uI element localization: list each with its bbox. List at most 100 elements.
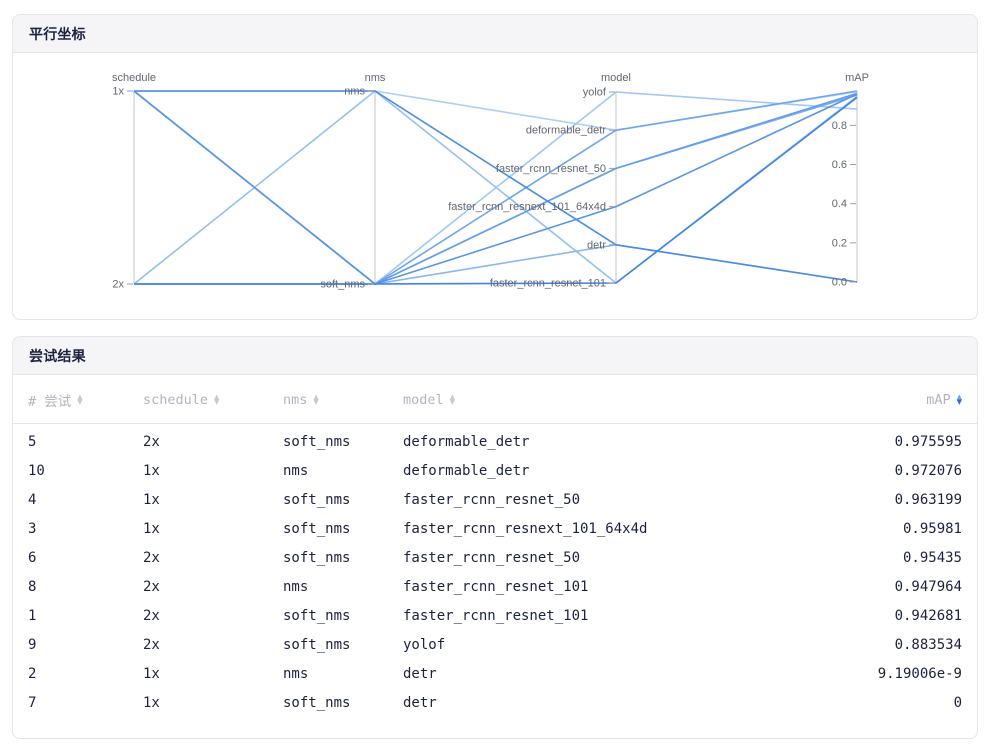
cell-nms: soft_nms (283, 521, 351, 537)
cell-schedule: 1x (143, 666, 160, 682)
cell-mAP: 0.972076 (894, 463, 962, 479)
cell-schedule: 2x (143, 579, 160, 595)
tick-label: 0.6 (832, 159, 847, 171)
cell-schedule: 2x (143, 550, 160, 566)
column-header-nms[interactable]: nms ▲ ▼ (283, 375, 403, 424)
cell-number: 8 (28, 579, 37, 595)
table-row: 5 2x soft_nms deformable_detr 0.975595 (13, 424, 977, 457)
cell-model: deformable_detr (403, 463, 530, 479)
cell-schedule: 2x (143, 637, 160, 653)
sort-icon[interactable]: ▲ ▼ (313, 392, 319, 406)
cell-nms: soft_nms (283, 492, 351, 508)
cell-number: 10 (28, 463, 45, 479)
cell-model: detr (403, 666, 437, 682)
tick-label: 0.8 (832, 120, 847, 132)
cell-model: faster_rcnn_resnext_101_64x4d (403, 521, 648, 537)
column-label: nms (283, 392, 308, 408)
tick-label: deformable_detr (526, 125, 606, 137)
table-row: 9 2x soft_nms yolof 0.883534 (13, 631, 977, 660)
tick-label: faster_rcnn_resnet_101 (490, 278, 606, 290)
cell-schedule: 1x (143, 492, 160, 508)
cell-nms: soft_nms (283, 637, 351, 653)
trial-line-8 (133, 90, 858, 285)
trials-card-title: 尝试结果 (29, 348, 86, 364)
column-label: # 尝试 (28, 394, 72, 410)
cell-model: detr (403, 695, 437, 711)
table-row: 7 1x soft_nms detr 0 (13, 689, 977, 718)
cell-nms: nms (283, 463, 309, 479)
column-header-mAP[interactable]: mAP ▲ ▼ (763, 375, 977, 424)
parallel-coordinate-card: 平行坐标 1x 2x schedule nms soft_nms nms yolof defo… (12, 14, 978, 320)
cell-schedule: 1x (143, 463, 160, 479)
cell-mAP: 0.883534 (894, 637, 962, 653)
column-header-schedule[interactable]: schedule ▲ ▼ (143, 375, 283, 424)
trials-card: 尝试结果 # 尝试 ▲ ▼ schedule ▲ ▼ nms ▲ ▼ model ▲ ▼ mAP ▲ ▼ 5… (12, 336, 978, 739)
tick-label: faster_rcnn_resnet_50 (496, 163, 606, 175)
cell-schedule: 2x (143, 434, 160, 450)
column-header-number[interactable]: # 尝试 ▲ ▼ (13, 375, 143, 424)
parallel-card-header: 平行坐标 (13, 15, 977, 53)
cell-number: 2 (28, 666, 37, 682)
table-row: 10 1x nms deformable_detr 0.972076 (13, 457, 977, 486)
tick-label: 1x (112, 86, 124, 98)
tick-label: faster_rcnn_resnext_101_64x4d (448, 201, 606, 213)
trials-table: # 尝试 ▲ ▼ schedule ▲ ▼ nms ▲ ▼ model ▲ ▼ mAP ▲ ▼ 5 2x sof… (13, 375, 977, 718)
trials-table-wrap: # 尝试 ▲ ▼ schedule ▲ ▼ nms ▲ ▼ model ▲ ▼ mAP ▲ ▼ 5 2x sof… (13, 375, 977, 738)
tick-label: yolof (583, 87, 607, 99)
cell-mAP: 0.975595 (894, 434, 962, 450)
cell-nms: soft_nms (283, 434, 351, 450)
table-header-row: # 尝试 ▲ ▼ schedule ▲ ▼ nms ▲ ▼ model ▲ ▼ mAP ▲ ▼ (13, 375, 977, 424)
cell-model: yolof (403, 637, 446, 653)
trial-line-2 (134, 90, 858, 283)
tick-label: 2x (112, 279, 124, 291)
cell-number: 3 (28, 521, 37, 537)
cell-mAP: 0.95435 (902, 550, 962, 566)
cell-model: faster_rcnn_resnet_101 (403, 579, 589, 595)
cell-model: faster_rcnn_resnet_101 (403, 608, 589, 624)
sort-icon[interactable]: ▲ ▼ (449, 392, 456, 406)
tick-label: 0.2 (832, 237, 847, 249)
cell-schedule: 1x (143, 521, 160, 537)
tick-label: 0.4 (832, 198, 847, 210)
cell-number: 4 (28, 492, 37, 508)
table-row: 1 2x soft_nms faster_rcnn_resnet_101 0.94268… (13, 602, 977, 631)
cell-nms: soft_nms (283, 608, 351, 624)
axis-title-model[interactable]: model (601, 72, 631, 84)
cell-mAP: 0.963199 (894, 492, 962, 508)
cell-nms: soft_nms (283, 695, 351, 711)
cell-number: 1 (28, 608, 37, 624)
cell-model: deformable_detr (403, 434, 530, 450)
parallel-coordinate-plot[interactable]: 1x 2x schedule nms soft_nms nms yolof deformabl… (13, 53, 978, 319)
cell-schedule: 1x (143, 695, 160, 711)
cell-nms: nms (283, 579, 309, 595)
trial-line-1 (134, 96, 858, 285)
sort-icon[interactable]: ▲ ▼ (956, 392, 962, 406)
parallel-card-title: 平行坐标 (29, 26, 86, 42)
trial-line-10 (134, 90, 858, 131)
cell-nms: soft_nms (283, 550, 351, 566)
cell-number: 6 (28, 550, 37, 566)
tick-label: 0.0 (832, 277, 847, 289)
trials-table-head: # 尝试 ▲ ▼ schedule ▲ ▼ nms ▲ ▼ model ▲ ▼ mAP ▲ ▼ (13, 375, 977, 424)
trials-table-body: 5 2x soft_nms deformable_detr 0.975595 10 1x nm… (13, 424, 977, 718)
cell-model: faster_rcnn_resnet_50 (403, 550, 581, 566)
column-label: schedule (143, 392, 209, 408)
cell-number: 5 (28, 434, 37, 450)
cell-model: faster_rcnn_resnet_50 (403, 492, 581, 508)
table-row: 6 2x soft_nms faster_rcnn_resnet_50 0.95435 (13, 544, 977, 573)
tick-label: detr (587, 239, 606, 251)
trial-line-3 (133, 90, 858, 285)
trials-card-header: 尝试结果 (13, 337, 977, 375)
axis-title-schedule[interactable]: schedule (112, 72, 156, 84)
tick-label: nms (344, 86, 365, 98)
axis-title-mAP[interactable]: mAP (845, 72, 869, 84)
column-header-model[interactable]: model ▲ ▼ (403, 375, 763, 424)
cell-mAP: 0.947964 (894, 579, 962, 595)
axis-title-nms[interactable]: nms (365, 72, 386, 84)
cell-nms: nms (283, 666, 309, 682)
table-row: 3 1x soft_nms faster_rcnn_resnext_101_64x4d… (13, 515, 977, 544)
sort-icon[interactable]: ▲ ▼ (77, 392, 83, 406)
table-row: 4 1x soft_nms faster_rcnn_resnet_50 0.963199 (13, 486, 977, 515)
sort-icon[interactable]: ▲ ▼ (214, 392, 220, 406)
